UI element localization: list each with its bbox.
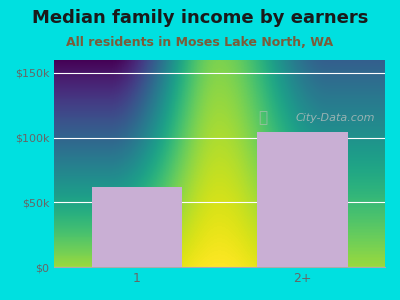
Text: City-Data.com: City-Data.com xyxy=(296,113,375,123)
Text: Median family income by earners: Median family income by earners xyxy=(32,9,368,27)
Text: Ⓠ: Ⓠ xyxy=(258,110,267,125)
Text: All residents in Moses Lake North, WA: All residents in Moses Lake North, WA xyxy=(66,36,334,49)
Bar xyxy=(92,187,182,267)
Bar xyxy=(257,133,348,267)
